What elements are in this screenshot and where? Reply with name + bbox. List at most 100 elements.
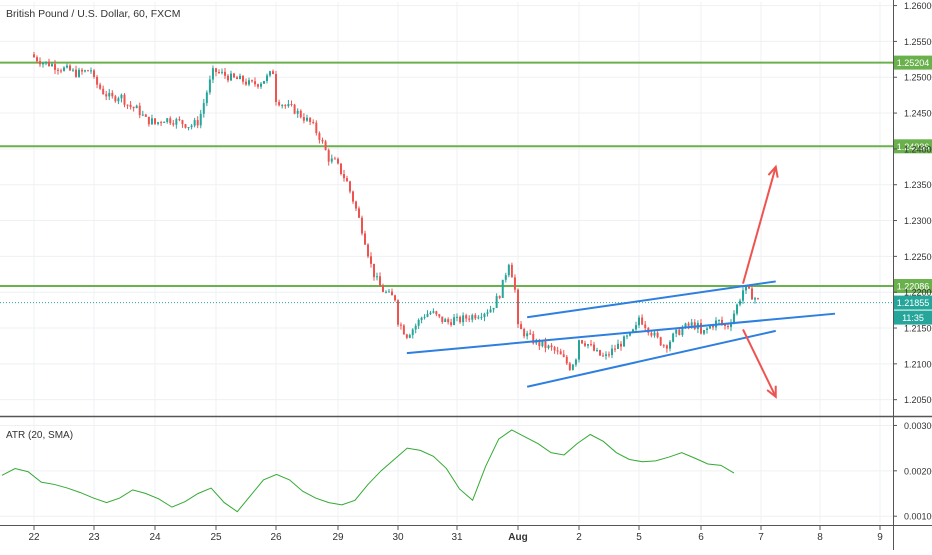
candle-body bbox=[468, 318, 471, 320]
candle-body bbox=[184, 124, 187, 128]
candle-body bbox=[245, 81, 247, 85]
candle-body bbox=[48, 61, 50, 67]
candle-body bbox=[224, 71, 226, 76]
candle-body bbox=[623, 336, 625, 347]
candle-body bbox=[57, 69, 59, 71]
candle-body bbox=[376, 276, 378, 278]
candle-body bbox=[638, 317, 640, 326]
candle-body bbox=[703, 329, 705, 334]
candle-body bbox=[757, 298, 759, 300]
candle-body bbox=[230, 73, 232, 81]
arrow-down[interactable] bbox=[742, 329, 777, 398]
x-tick-label: 25 bbox=[210, 532, 222, 543]
candle-body bbox=[93, 70, 95, 77]
candle-body bbox=[605, 354, 607, 356]
candle-body bbox=[144, 114, 147, 117]
candle-body bbox=[330, 158, 333, 162]
candle-body bbox=[239, 75, 241, 80]
candle-body bbox=[471, 315, 474, 320]
candle-body bbox=[553, 347, 556, 351]
candle-body bbox=[190, 125, 193, 128]
candle-body bbox=[405, 334, 408, 338]
candle-body bbox=[373, 263, 375, 278]
candle-body bbox=[435, 311, 438, 315]
candle-body bbox=[507, 264, 510, 276]
candle-body bbox=[218, 72, 220, 74]
candle-body bbox=[84, 70, 86, 72]
candle-body bbox=[33, 54, 35, 58]
candle-body bbox=[105, 94, 108, 97]
candle-body bbox=[141, 114, 144, 116]
candle-body bbox=[178, 119, 181, 121]
candle-body bbox=[154, 118, 156, 124]
candle-body bbox=[318, 133, 321, 140]
candle-body bbox=[730, 322, 732, 328]
channel-line-upper[interactable] bbox=[527, 280, 776, 319]
candle-body bbox=[447, 319, 450, 323]
candle-body bbox=[60, 70, 62, 72]
x-tick-label: 9 bbox=[877, 532, 883, 543]
x-tick-label: 6 bbox=[698, 532, 704, 543]
candle-body bbox=[602, 355, 604, 357]
arrow-up[interactable] bbox=[742, 166, 777, 284]
candle-body bbox=[653, 332, 656, 336]
candle-body bbox=[587, 344, 589, 346]
y-tick-label: 1.21500 bbox=[904, 324, 932, 334]
candle-body bbox=[450, 322, 453, 325]
candle-body bbox=[480, 317, 483, 319]
candle-body bbox=[233, 73, 235, 78]
candle-body bbox=[402, 325, 405, 335]
candle-body bbox=[269, 71, 271, 76]
candle-body bbox=[63, 67, 65, 71]
candle-body bbox=[211, 68, 214, 80]
candle-body bbox=[385, 291, 387, 293]
candle-body bbox=[108, 92, 111, 97]
candle-body bbox=[187, 127, 190, 129]
candle-body bbox=[486, 312, 489, 314]
y-tick-label: 1.21000 bbox=[904, 359, 932, 369]
countdown-label: 11:35 bbox=[902, 313, 924, 323]
candle-body bbox=[532, 334, 535, 344]
candle-body bbox=[99, 84, 102, 89]
horizontal-levels[interactable]: 1.25204 1.24036 1.22086 1.21855 11:35 bbox=[0, 55, 932, 325]
x-tick-label: 26 bbox=[270, 532, 282, 543]
candle-body bbox=[626, 335, 628, 337]
candle-body bbox=[632, 329, 634, 332]
candle-body bbox=[483, 313, 486, 318]
candle-body bbox=[129, 104, 132, 107]
candle-body bbox=[199, 113, 202, 126]
candle-body bbox=[727, 326, 729, 328]
candle-body bbox=[489, 309, 492, 313]
candle-body bbox=[462, 315, 465, 323]
candle-body bbox=[742, 290, 744, 301]
x-tick-label: 30 bbox=[392, 532, 404, 543]
candle-body bbox=[423, 316, 426, 318]
candle-body bbox=[629, 331, 631, 336]
candle-body bbox=[160, 122, 163, 124]
candle-body bbox=[659, 337, 662, 346]
candle-body bbox=[51, 64, 53, 67]
candle-body bbox=[611, 348, 613, 356]
candle-body bbox=[382, 286, 384, 293]
candle-body bbox=[733, 313, 735, 323]
atr-y-tick-label: 0.00100 bbox=[904, 512, 932, 522]
candle-body bbox=[248, 80, 250, 85]
candle-body bbox=[306, 117, 308, 121]
candle-body bbox=[745, 286, 747, 291]
candle-body bbox=[327, 150, 330, 162]
candle-body bbox=[236, 77, 238, 80]
candle-body bbox=[90, 70, 92, 72]
drawings[interactable] bbox=[406, 164, 836, 399]
candle-body bbox=[193, 120, 196, 126]
candle-body bbox=[321, 139, 324, 142]
candle-body bbox=[593, 344, 595, 351]
candle-body bbox=[275, 74, 277, 102]
candle-body bbox=[411, 329, 414, 336]
candle-body bbox=[474, 315, 477, 319]
channel-line-lower-2[interactable] bbox=[526, 329, 776, 388]
candle-body bbox=[75, 69, 77, 77]
channel-line-lower[interactable] bbox=[406, 312, 836, 355]
